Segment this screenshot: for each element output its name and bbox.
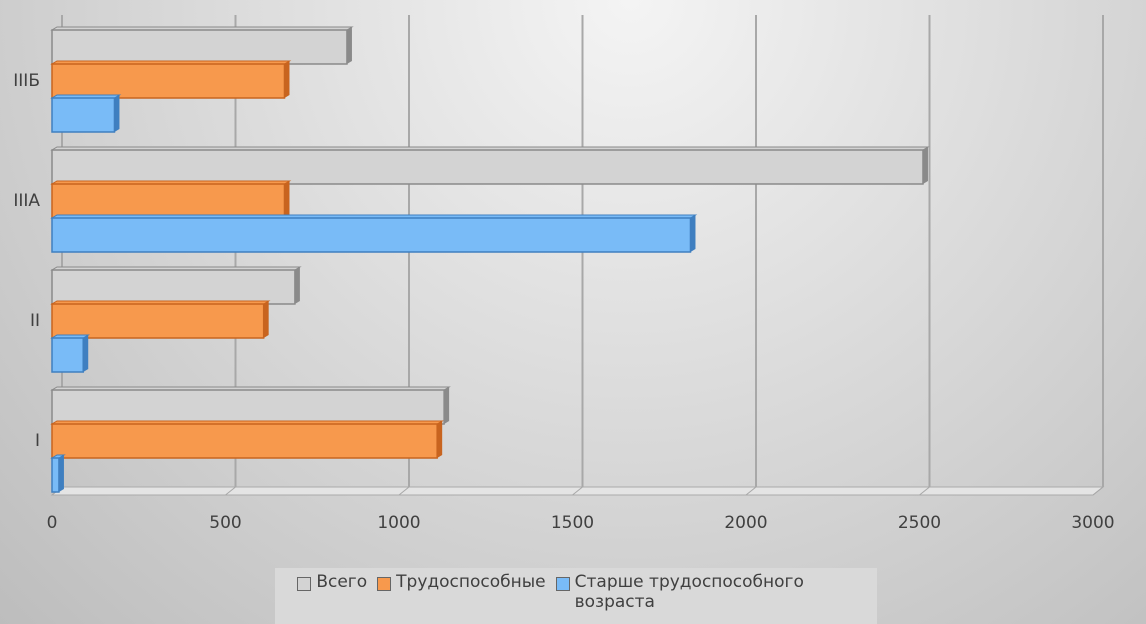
grid-line <box>919 486 930 496</box>
x-tick-label: 1000 <box>377 513 420 533</box>
bar-face <box>51 183 286 219</box>
bar-face <box>51 149 924 185</box>
x-tick-label: 2500 <box>898 513 941 533</box>
bar-face <box>284 181 290 218</box>
bar-face <box>51 97 116 133</box>
bar <box>50 26 354 65</box>
bar-face <box>51 389 445 425</box>
bar <box>50 454 66 493</box>
bar-face <box>263 301 269 338</box>
bar-face <box>444 387 450 424</box>
legend-swatch <box>555 577 570 591</box>
grid-line <box>1092 486 1104 496</box>
legend-swatch <box>297 577 312 591</box>
x-tick-label: 500 <box>209 513 241 533</box>
legend-swatch <box>377 577 392 591</box>
legend: Всего Трудоспособные Старше трудоспособног… <box>275 568 877 624</box>
y-tick-label: I <box>35 431 40 451</box>
bar <box>50 180 292 219</box>
bar-face <box>58 455 64 492</box>
x-tick-label: 0 <box>47 513 58 533</box>
bar <box>50 266 302 305</box>
grid-line <box>398 486 410 496</box>
bar-face <box>690 215 696 252</box>
bar-face <box>51 423 438 459</box>
grid-line <box>225 486 236 496</box>
bar-face <box>114 95 120 132</box>
bar-face <box>51 29 348 65</box>
bar-face <box>51 303 265 339</box>
bar <box>50 146 930 185</box>
legend-item: Трудоспособные <box>377 572 546 624</box>
y-tick-label: II <box>30 311 40 331</box>
legend-item: Всего <box>297 572 367 624</box>
bar-face <box>284 61 290 98</box>
y-tick-label: IIIБ <box>13 71 40 91</box>
grid-line <box>745 486 757 496</box>
x-tick-label: 1500 <box>551 513 594 533</box>
bar <box>50 334 91 373</box>
y-tick-label: IIIA <box>13 191 40 211</box>
bar <box>50 214 698 253</box>
bar-face <box>51 63 286 99</box>
bar-face <box>922 147 928 184</box>
legend-label: Всего <box>316 572 368 592</box>
x-tick-label: 3000 <box>1071 513 1114 533</box>
bar <box>50 420 444 459</box>
bar-face <box>51 457 60 493</box>
bar <box>50 94 122 133</box>
bar <box>50 60 292 99</box>
legend-label: Старше трудоспособного возраста <box>574 572 804 612</box>
bar-face <box>51 217 692 253</box>
bar-face <box>51 269 296 305</box>
bar-face <box>294 267 300 304</box>
bar-face <box>346 27 352 64</box>
legend-label: Трудоспособные <box>396 572 546 592</box>
bar-face <box>51 337 84 373</box>
bar <box>50 386 451 425</box>
legend-item: Старше трудоспособного возраста <box>555 572 845 624</box>
x-tick-label: 2000 <box>724 513 767 533</box>
bar-face <box>83 335 89 372</box>
grid-line <box>572 486 583 496</box>
bar-face <box>437 421 443 458</box>
bar <box>50 300 271 339</box>
